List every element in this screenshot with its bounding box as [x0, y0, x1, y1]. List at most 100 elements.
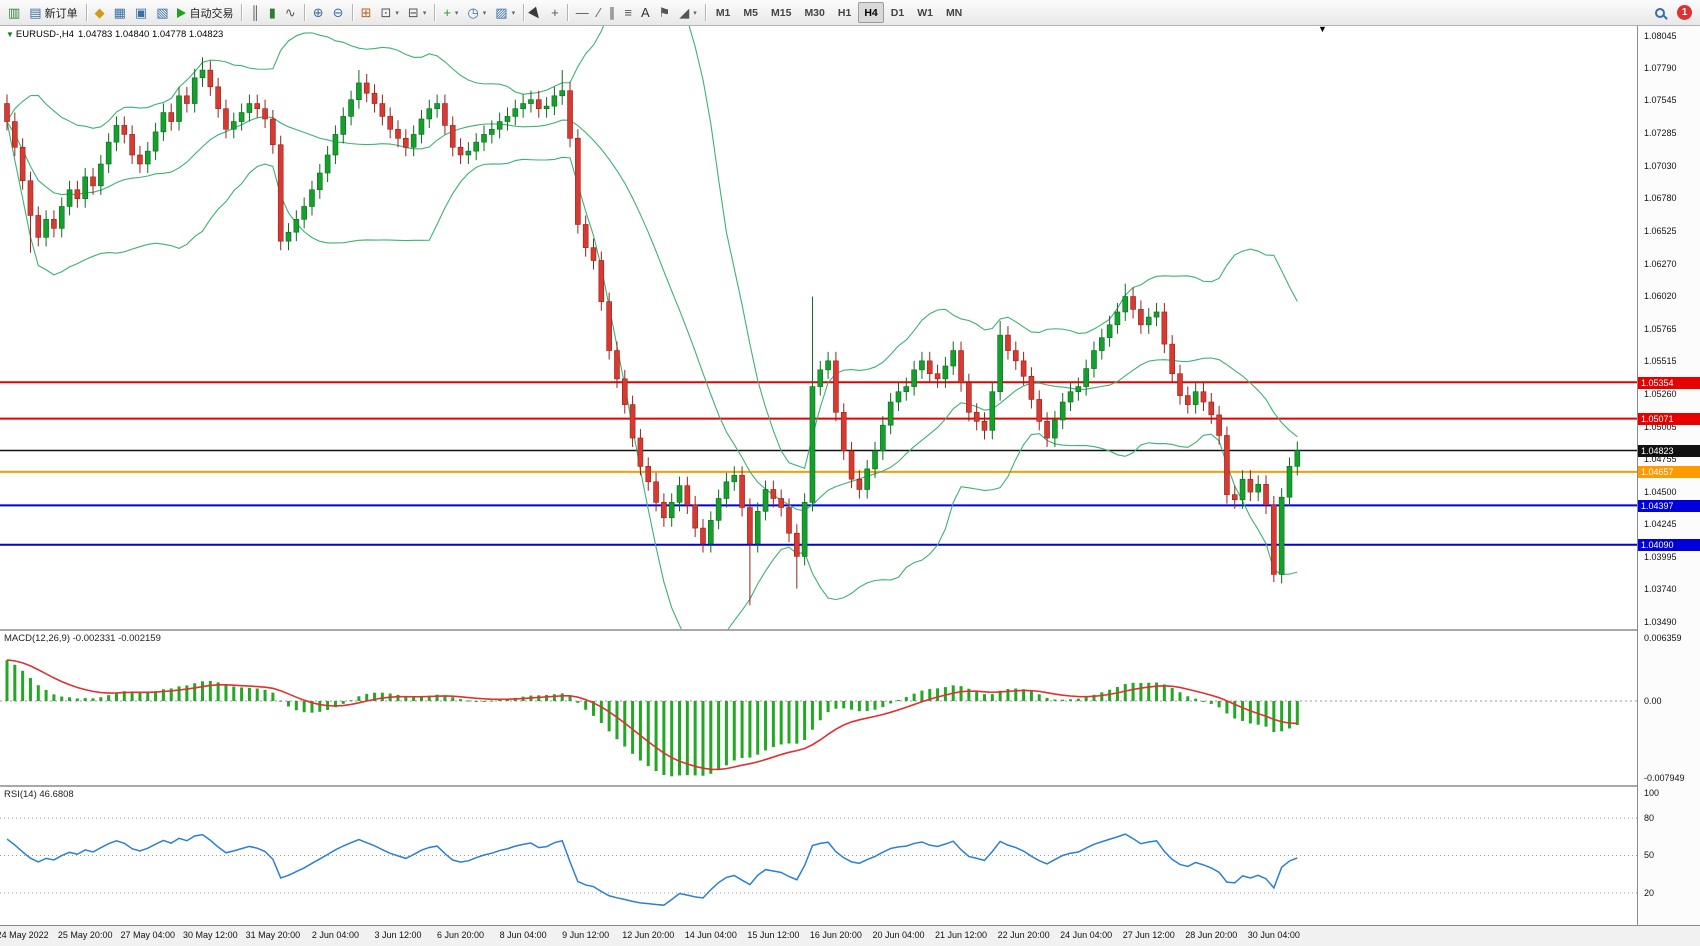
shapes-tool-icon[interactable]: ◢ ▾ — [679, 5, 697, 20]
timeframe-w1-button[interactable]: W1 — [917, 6, 933, 19]
price-axis-label: 1.05260 — [1644, 388, 1677, 399]
price-axis-label: 1.06525 — [1644, 226, 1677, 237]
new-order-button[interactable]: ▤ 新订单 — [29, 5, 78, 20]
tile-windows-icon[interactable]: ⊞ — [360, 5, 372, 20]
timeframe-m30-button[interactable]: M30 — [804, 6, 825, 19]
price-axis-label: 1.03740 — [1644, 584, 1677, 595]
price-axis[interactable]: 1.08045 1.07790 1.07545 1.07285 1.07030 1.067… — [1637, 26, 1700, 925]
time-axis-label: 21 Jun 12:00 — [935, 930, 988, 940]
time-axis-label: 6 Jun 20:00 — [437, 930, 485, 940]
price-axis-label: 1.07790 — [1644, 63, 1677, 74]
timeframe-m5-button[interactable]: M5 — [743, 6, 758, 19]
time-axis-label: 22 Jun 20:00 — [997, 930, 1050, 940]
toolbar-separator — [85, 4, 87, 21]
time-axis-label: 24 Jun 04:00 — [1060, 930, 1113, 940]
data-window-icon[interactable]: ▣ — [134, 5, 148, 20]
new-chart-window-icon[interactable]: ▥ — [8, 5, 21, 20]
hline-price-label[interactable]: 1.04397 — [1638, 499, 1700, 512]
rsi-scale-label: 50 — [1644, 850, 1655, 860]
time-axis-label: 28 Jun 20:00 — [1185, 930, 1238, 940]
toolbar-right: 1 — [1651, 2, 1692, 23]
toolbar-separator — [704, 4, 706, 21]
macd-scale-zero-label: 0.00 — [1644, 695, 1662, 706]
time-axis-label: 16 Jun 20:00 — [809, 930, 862, 940]
hline-price-label[interactable]: 1.05354 — [1638, 376, 1700, 389]
price-axis-label: 1.04245 — [1644, 519, 1677, 530]
line-chart-type-icon[interactable]: ∿ — [284, 5, 296, 20]
time-axis-label: 9 Jun 12:00 — [562, 930, 610, 940]
time-axis-label: 25 May 20:00 — [57, 930, 113, 940]
toolbar: ▥ ▤ 新订单 ◆ ▦ ▣ ▧ 自动交易 ║ ▮ ∿ ⊕ ⊖ ⊞ ⊡ ▾ ⊟ ▾ + ▾ ◷ ▾ ▨ ▾ + — ∕ ∥ ≡ A ⚑ ◢ ▾ M1… — [0, 0, 1700, 26]
toolbar-separator — [241, 4, 243, 21]
price-axis-label: 1.06270 — [1644, 258, 1677, 269]
toolbar-separator — [523, 4, 525, 21]
text-tool-icon[interactable]: A — [640, 5, 650, 20]
rsi-scale-label: 20 — [1644, 887, 1655, 898]
hline-price-label[interactable]: 1.04657 — [1638, 466, 1700, 479]
hline-price-label[interactable]: 1.05071 — [1638, 413, 1700, 426]
macd-scale-min-label: -0.007949 — [1644, 773, 1685, 784]
cursor-tool-icon[interactable] — [528, 2, 546, 25]
rsi-scale-label: 100 — [1644, 787, 1660, 798]
zoom-out-icon[interactable]: ⊖ — [332, 5, 344, 20]
navigator-icon[interactable]: ▧ — [156, 5, 169, 20]
channel-tool-icon[interactable]: ∥ — [608, 5, 616, 20]
timeframe-d1-button[interactable]: D1 — [890, 6, 905, 19]
price-axis-label: 1.06780 — [1644, 193, 1677, 204]
panel-splitter-rsi[interactable] — [0, 785, 1700, 787]
timeframe-h4-button[interactable]: H4 — [858, 2, 884, 23]
price-axis-label: 1.08045 — [1644, 30, 1677, 41]
timeframe-h1-button[interactable]: H1 — [837, 6, 852, 19]
zoom-in-icon[interactable]: ⊕ — [312, 5, 324, 20]
notification-badge[interactable]: 1 — [1677, 5, 1692, 20]
trendline-tool-icon[interactable]: ∕ — [597, 5, 600, 20]
time-axis[interactable]: 24 May 2022 25 May 20:00 27 May 04:00 30 Ma… — [0, 925, 1700, 946]
price-axis-label: 1.03490 — [1644, 616, 1677, 627]
rsi-scale-label: 80 — [1644, 812, 1655, 823]
price-axis-label: 1.07545 — [1644, 94, 1677, 105]
indicators-icon[interactable]: + ▾ — [443, 5, 459, 20]
main-chart-layer — [0, 26, 1637, 629]
toolbar-separator — [351, 4, 353, 21]
horizontal-line-tool-icon[interactable]: — — [575, 5, 589, 20]
timeframes-clock-icon[interactable]: ◷ ▾ — [467, 5, 487, 20]
price-axis-label: 1.04500 — [1644, 486, 1677, 497]
current-price-label[interactable]: 1.04823 — [1638, 445, 1700, 457]
candlestick-chart-type-icon[interactable]: ▮ — [268, 5, 276, 20]
autotrading-button[interactable]: 自动交易 — [173, 2, 237, 23]
metaeditor-icon[interactable]: ◆ — [94, 5, 105, 20]
time-axis-label: 14 Jun 04:00 — [684, 930, 737, 940]
price-axis-label: 1.07285 — [1644, 128, 1677, 139]
crosshair-tool-icon[interactable]: + — [551, 5, 559, 20]
candles-layer — [4, 57, 1301, 606]
arrange-windows-icon[interactable]: ⊡ ▾ — [380, 5, 399, 20]
price-axis-label: 1.03995 — [1644, 551, 1677, 562]
time-axis-label: 30 May 12:00 — [183, 930, 238, 940]
macd-panel-layer — [0, 659, 1637, 777]
price-axis-label: 1.07030 — [1644, 161, 1677, 172]
hline-price-label[interactable]: 1.04090 — [1638, 539, 1700, 552]
timeframe-m15-button[interactable]: M15 — [771, 6, 792, 19]
align-charts-icon[interactable]: ⊟ ▾ — [407, 5, 427, 20]
price-axis-label: 1.05765 — [1644, 323, 1677, 334]
timeframe-mn-button[interactable]: MN — [945, 6, 963, 19]
time-axis-label: 31 May 20:00 — [245, 930, 301, 940]
time-axis-label: 27 May 04:00 — [120, 930, 176, 940]
time-axis-label: 2 Jun 04:00 — [311, 930, 359, 940]
label-tool-icon[interactable]: ⚑ — [658, 5, 671, 20]
panel-splitter-macd[interactable] — [0, 629, 1700, 631]
templates-icon[interactable]: ▨ ▾ — [495, 5, 516, 20]
timeframe-m1-button[interactable]: M1 — [715, 6, 731, 19]
time-axis-label: 12 Jun 20:00 — [622, 930, 675, 940]
toolbar-separator — [434, 4, 436, 21]
time-axis-label: 24 May 2022 — [0, 930, 49, 940]
toolbar-separator — [303, 4, 305, 21]
bar-chart-type-icon[interactable]: ║ — [250, 5, 260, 20]
price-axis-label: 1.06020 — [1644, 291, 1677, 302]
market-watch-icon[interactable]: ▦ — [113, 5, 126, 20]
chart-plot[interactable] — [0, 26, 1637, 925]
fibonacci-tool-icon[interactable]: ≡ — [624, 5, 632, 20]
toolbar-separator — [566, 4, 568, 21]
search-icon[interactable] — [1651, 2, 1669, 23]
